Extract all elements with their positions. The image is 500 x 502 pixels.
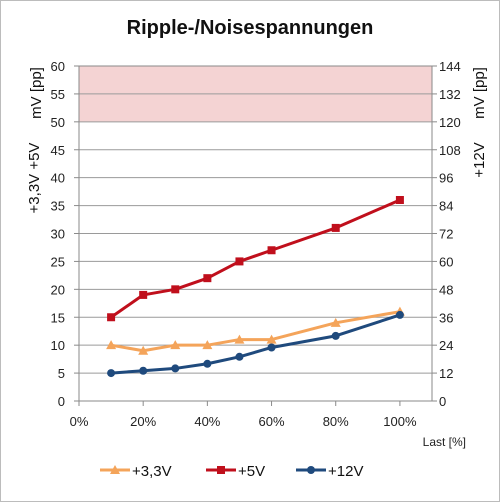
- data-point: [138, 345, 149, 355]
- y-left-tick-label: 25: [51, 254, 65, 269]
- series-layer: [106, 196, 405, 378]
- legend-item: +3,3V: [100, 463, 172, 480]
- y-right-tick-label: 120: [439, 115, 461, 130]
- data-point: [331, 331, 340, 340]
- y-left-tick-label: 10: [51, 338, 65, 353]
- y-left-tick-label: 30: [51, 227, 65, 242]
- legend-swatch-marker: [110, 465, 120, 474]
- y-right-tick-label: 108: [439, 143, 461, 158]
- y-left-tick-label: 15: [51, 310, 65, 325]
- data-point: [267, 246, 276, 255]
- y-right-label-rail: +12V: [471, 142, 488, 177]
- x-tick-label: 40%: [194, 414, 220, 429]
- y-left-tick-label: 35: [51, 199, 65, 214]
- y-left-tick-label: 20: [51, 282, 65, 297]
- y-right-tick-label: 0: [439, 394, 446, 409]
- y-left-label-rails: +3,3V +5V: [26, 143, 43, 214]
- data-point: [107, 369, 116, 378]
- y-right-tick-label: 84: [439, 199, 453, 214]
- y-right-tick-label: 132: [439, 87, 461, 102]
- series-3: [107, 310, 404, 378]
- y-right-tick-label: 36: [439, 310, 453, 325]
- series-line: [110, 198, 401, 319]
- data-point: [331, 223, 340, 232]
- series-line: [110, 310, 401, 353]
- data-point: [235, 257, 244, 266]
- legend-swatch-marker: [217, 466, 225, 474]
- y-right-axis: 0 12 24 36 48 60 72 84 96 108 120 132 144: [432, 59, 461, 409]
- y-left-label-unit: mV [pp]: [28, 67, 45, 119]
- y-left-tick-label: 0: [58, 394, 65, 409]
- x-tick-label: 0%: [70, 414, 89, 429]
- y-right-tick-label: 60: [439, 254, 453, 269]
- y-left-tick-label: 60: [51, 59, 65, 74]
- data-point: [234, 334, 245, 344]
- y-right-tick-label: 72: [439, 227, 453, 242]
- x-tick-label: 20%: [130, 414, 156, 429]
- y-right-tick-label: 24: [439, 338, 453, 353]
- data-point: [330, 317, 341, 327]
- x-tick-label: 80%: [323, 414, 349, 429]
- series-1: [106, 306, 405, 355]
- data-point: [395, 196, 404, 204]
- legend-label: +5V: [238, 463, 265, 480]
- legend-label: +12V: [328, 463, 363, 480]
- legend: +3,3V +5V +12V: [100, 463, 363, 480]
- data-point: [107, 313, 116, 322]
- y-right-tick-label: 48: [439, 282, 453, 297]
- y-left-tick-label: 45: [51, 143, 65, 158]
- data-point: [395, 310, 404, 319]
- y-right-tick-label: 144: [439, 59, 461, 74]
- data-point: [171, 364, 180, 373]
- y-left-tick-label: 40: [51, 171, 65, 186]
- y-left-tick-label: 5: [58, 366, 65, 381]
- data-point: [139, 366, 148, 375]
- y-left-tick-label: 50: [51, 115, 65, 130]
- series-line: [110, 313, 401, 375]
- y-left-axis: 0 5 10 15 20 25 30 35 40 45 50 55 60: [51, 59, 79, 409]
- x-axis: 0% 20% 40% 60% 80% 100%: [70, 401, 417, 429]
- data-point: [106, 340, 117, 350]
- chart-title: Ripple-/Noisespannungen: [127, 17, 374, 39]
- data-point: [170, 340, 181, 350]
- data-point: [267, 343, 276, 352]
- y-right-label-unit: mV [pp]: [471, 67, 488, 119]
- legend-item: +12V: [296, 463, 363, 480]
- legend-label: +3,3V: [132, 463, 172, 480]
- y-right-tick-label: 96: [439, 171, 453, 186]
- legend-item: +5V: [206, 463, 265, 480]
- data-point: [235, 352, 244, 361]
- data-point: [202, 340, 213, 350]
- legend-swatch-marker: [307, 466, 315, 474]
- data-point: [203, 359, 212, 368]
- x-tick-label: 100%: [383, 414, 417, 429]
- series-2: [107, 196, 404, 322]
- data-point: [266, 334, 277, 344]
- y-right-tick-label: 12: [439, 366, 453, 381]
- data-point: [203, 274, 212, 283]
- x-axis-label: Last [%]: [423, 435, 466, 449]
- x-tick-label: 60%: [259, 414, 285, 429]
- data-point: [139, 290, 148, 299]
- y-left-tick-label: 55: [51, 87, 65, 102]
- data-point: [171, 285, 180, 294]
